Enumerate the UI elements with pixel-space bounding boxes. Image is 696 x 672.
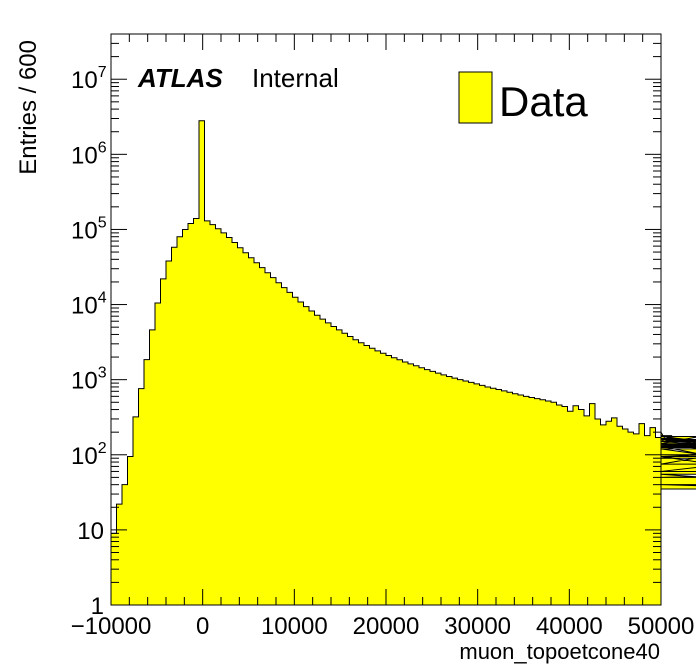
- y-tick-label: 107: [71, 64, 107, 94]
- y-tick-label: 103: [71, 365, 107, 395]
- histogram-fill: [111, 120, 696, 605]
- histogram-outline: [110, 120, 696, 606]
- legend: Data: [458, 71, 588, 125]
- x-tick-label: 20000: [353, 613, 420, 640]
- x-tick-label: 0: [196, 613, 209, 640]
- y-tick-label: 10: [77, 518, 104, 545]
- status-label: Internal: [252, 63, 339, 93]
- x-tick-labels: −10000 0 10000 20000 30000 40000 50000: [71, 613, 695, 640]
- atlas-label: ATLAS: [137, 63, 223, 93]
- x-tick-label: 50000: [628, 613, 695, 640]
- y-tick-label: 102: [71, 440, 107, 470]
- x-tick-label: 10000: [261, 613, 328, 640]
- y-tick-labels: 1 10 102 103 104 105 106 107: [71, 64, 107, 620]
- legend-label: Data: [499, 78, 588, 125]
- y-axis-title: Entries / 600: [15, 40, 42, 175]
- y-tick-label: 1: [91, 593, 104, 620]
- y-tick-label: 104: [71, 290, 107, 320]
- x-tick-label: −10000: [71, 613, 152, 640]
- x-tick-label: 30000: [444, 613, 511, 640]
- plot-area: [110, 120, 696, 606]
- x-axis-title: muon_topoetcone40: [459, 639, 660, 664]
- y-tick-label: 106: [71, 139, 107, 169]
- axis-ticks: [110, 33, 662, 606]
- y-tick-label: 105: [71, 214, 107, 244]
- legend-swatch: [458, 71, 493, 124]
- x-tick-label: 40000: [536, 613, 603, 640]
